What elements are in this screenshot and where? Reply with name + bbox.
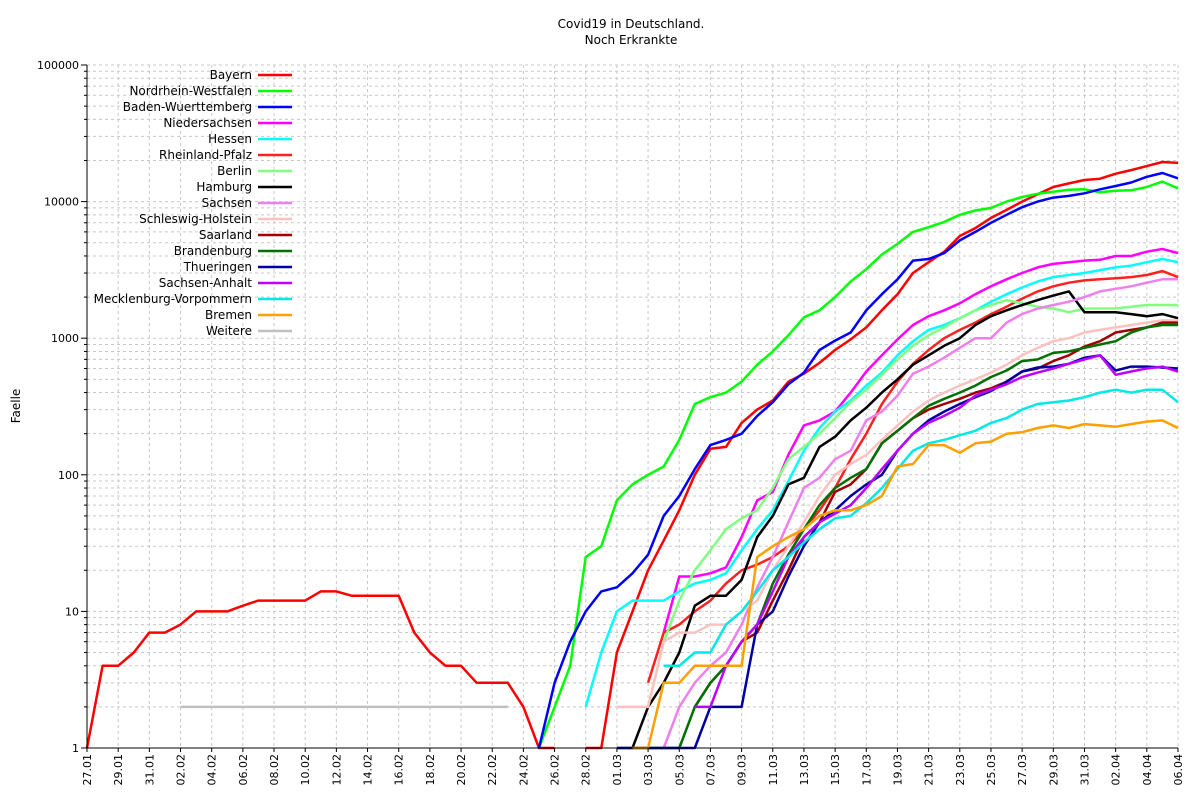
x-tick-label: 17.03 [860,754,873,786]
legend-label-brandenburg: Brandenburg [174,244,252,258]
legend-label-weitere: Weitere [206,324,252,338]
legend-label-schleswig-holstein: Schleswig-Holstein [139,212,252,226]
x-tick-label: 05.03 [673,754,686,786]
series-line-niedersachsen [662,247,1179,633]
series-line-nordrhein-westfalen [537,180,1179,749]
legend: Bayern Nordrhein-Westfalen Baden-Wuerttemb… [94,68,292,338]
legend-label-hessen: Hessen [208,132,252,146]
x-tick-label: 06.02 [237,754,250,786]
y-axis-label: Faelle [9,389,23,424]
series-line-hamburg [631,290,1179,749]
x-tick-label: 26.02 [549,754,562,786]
x-tick-label: 11.03 [767,754,780,786]
y-tick-label: 1000 [51,332,79,345]
x-tick-label: 28.02 [580,754,593,786]
legend-label-sachsen: Sachsen [202,196,252,210]
x-tick-label: 16.02 [393,754,406,786]
x-tick-label: 06.04 [1172,754,1185,786]
x-tick-label: 18.02 [424,754,437,786]
legend-label-niedersachsen: Niedersachsen [163,116,252,130]
legend-label-bremen: Bremen [205,308,252,322]
series-line-hessen [584,257,1179,708]
x-tick-label: 04.02 [206,754,219,786]
series-line-sachsen [662,278,1178,749]
x-tick-label: 31.01 [143,754,156,786]
x-tick-label: 25.03 [985,754,998,786]
series-line-sachsen-anhalt [694,354,1179,709]
x-tick-label: 23.03 [954,754,967,786]
x-tick-label: 20.02 [455,754,468,786]
x-tick-label: 08.02 [268,754,281,786]
series-line-baden-wuerttemberg [537,171,1179,749]
x-tick-label: 14.02 [362,754,375,786]
x-tick-label: 02.04 [1110,754,1123,786]
axes: 27.01 29.01 31.01 02.02 04.02 06.02 08.02 10.02… [37,59,1185,786]
legend-label-mecklenburg-vorpommern: Mecklenburg-Vorpommern [94,292,252,306]
legend-label-sachsen-anhalt: Sachsen-Anhalt [159,276,253,290]
legend-label-berlin: Berlin [217,164,252,178]
legend-label-nordrhein-westfalen: Nordrhein-Westfalen [129,84,252,98]
x-tick-label: 29.01 [112,754,125,786]
y-tick-label: 10000 [44,196,79,209]
x-tick-label: 27.03 [1016,754,1029,786]
x-tick-label: 31.03 [1078,754,1091,786]
x-tick-label: 01.03 [611,754,624,786]
x-tick-label: 24.02 [517,754,530,786]
x-tick-label: 10.02 [299,754,312,786]
legend-label-baden-wuerttemberg: Baden-Wuerttemberg [123,100,252,114]
x-tick-label: 02.02 [175,754,188,786]
x-tick-label: 04.04 [1141,754,1154,786]
series-line-berlin [646,298,1178,708]
series-line-bremen [632,419,1179,750]
x-tick-label: 27.01 [81,754,94,786]
legend-label-hamburg: Hamburg [196,180,252,194]
chart-subtitle: Noch Erkrankte [585,33,678,47]
x-tick-label: 03.03 [642,754,655,786]
series-line-schleswig-holstein [616,319,1178,709]
y-tick-label: 100000 [37,59,79,72]
legend-label-rheinland-pfalz: Rheinland-Pfalz [159,148,252,162]
y-tick-label: 1 [72,742,79,755]
legend-label-thueringen: Thueringen [183,260,252,274]
x-tick-label: 29.03 [1047,754,1060,786]
x-tick-label: 13.03 [798,754,811,786]
chart-title: Covid19 in Deutschland. [558,17,705,31]
series-line-rheinland-pfalz [646,269,1179,684]
y-tick-label: 10 [65,605,79,618]
x-tick-label: 15.03 [829,754,842,786]
x-tick-label: 12.02 [330,754,343,786]
x-tick-label: 07.03 [704,754,717,786]
series-line-brandenburg [616,323,1178,750]
legend-label-saarland: Saarland [199,228,252,242]
x-tick-label: 09.03 [736,754,749,786]
series-line-saarland [693,321,1178,708]
x-tick-label: 19.03 [891,754,904,786]
series-lines [85,160,1179,750]
x-tick-label: 22.02 [486,754,499,786]
y-tick-label: 100 [58,469,79,482]
series-line-bayern [85,160,1179,750]
series-line-mecklenburg-vorpommern [663,388,1179,668]
legend-label-bayern: Bayern [210,68,252,82]
x-tick-label: 21.03 [923,754,936,786]
